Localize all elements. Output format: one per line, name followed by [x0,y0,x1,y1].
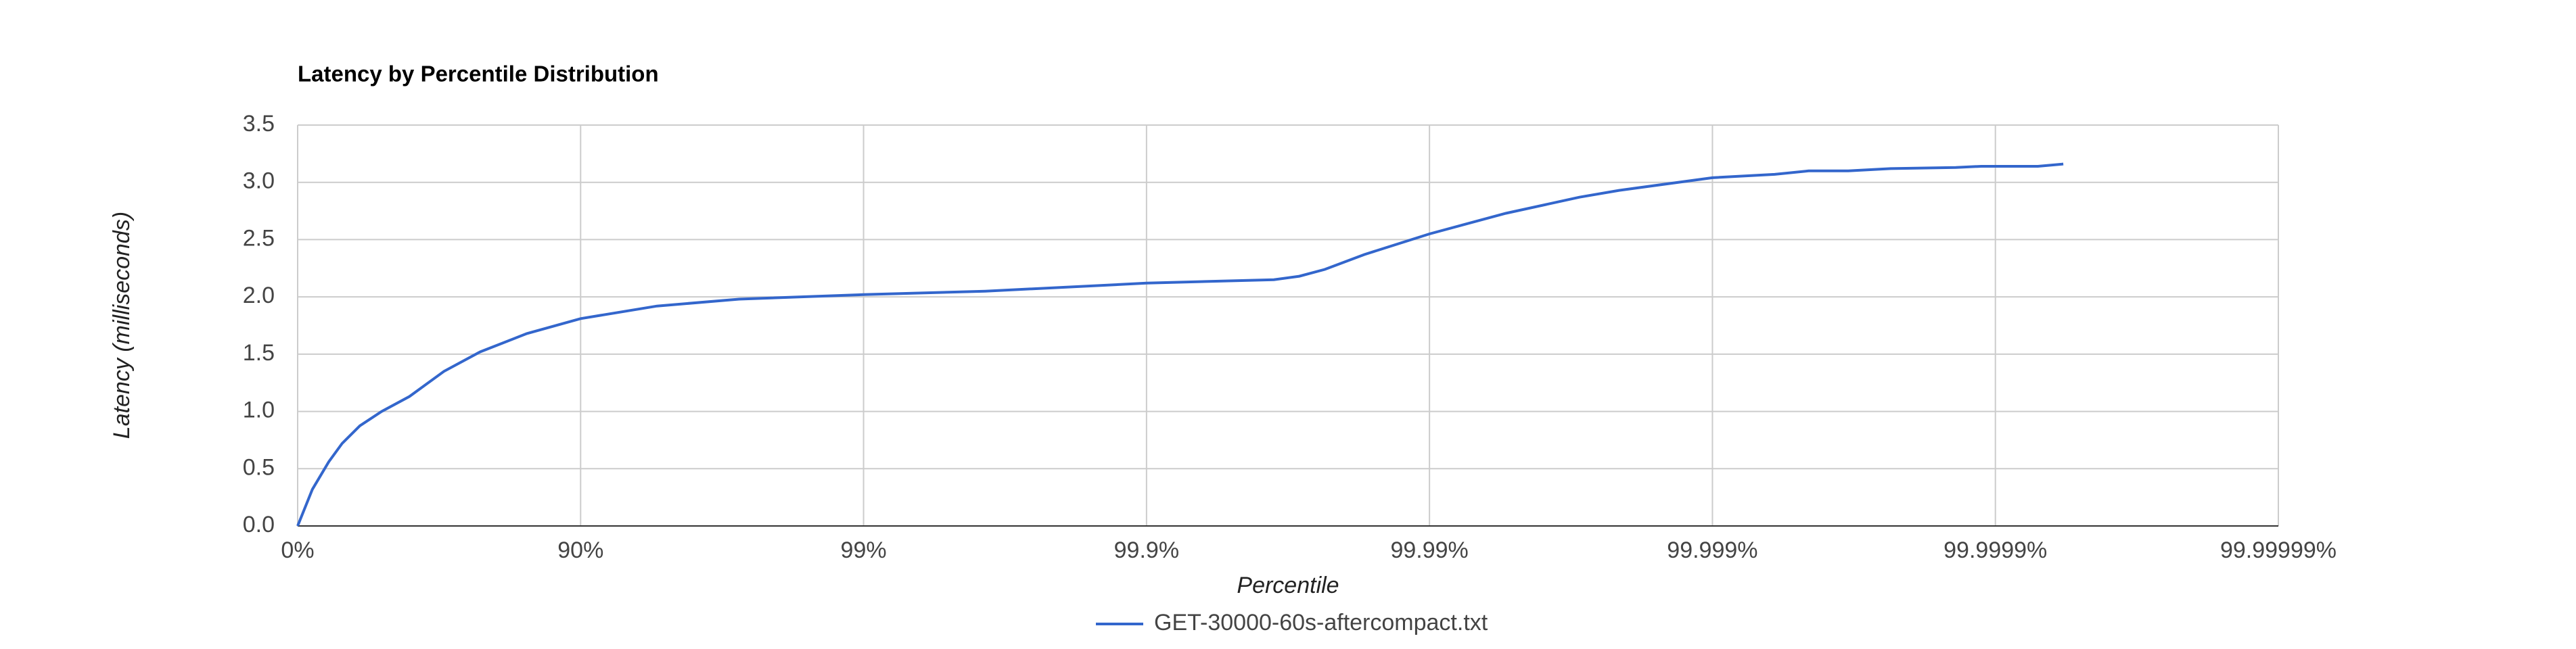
x-tick-label: 99.99999% [2220,537,2337,563]
chart-title: Latency by Percentile Distribution [298,62,659,87]
x-tick-label: 99.9999% [1944,537,2047,563]
y-tick-label: 0.5 [243,454,275,480]
y-tick-label: 1.0 [243,398,275,423]
x-tick-label: 99.9% [1114,537,1179,563]
y-tick-label: 1.5 [243,340,275,366]
x-tick-label: 90% [557,537,603,563]
y-tick-label: 2.5 [243,225,275,251]
data-line [296,162,2064,527]
y-tick-label: 0.0 [243,512,275,537]
x-tick-label: 99.999% [1667,537,1757,563]
legend-label: GET-30000-60s-aftercompact.txt [1154,610,1488,635]
x-axis-label: Percentile [1237,573,1339,598]
y-tick-label: 2.0 [243,283,275,308]
x-tick-label: 0% [281,537,314,563]
y-tick-label: 3.0 [243,168,275,194]
y-tick-label: 3.5 [243,111,275,137]
x-tick-label: 99% [841,537,887,563]
y-axis-label: Latency (milliseconds) [109,212,135,439]
x-tick-label: 99.99% [1390,537,1468,563]
